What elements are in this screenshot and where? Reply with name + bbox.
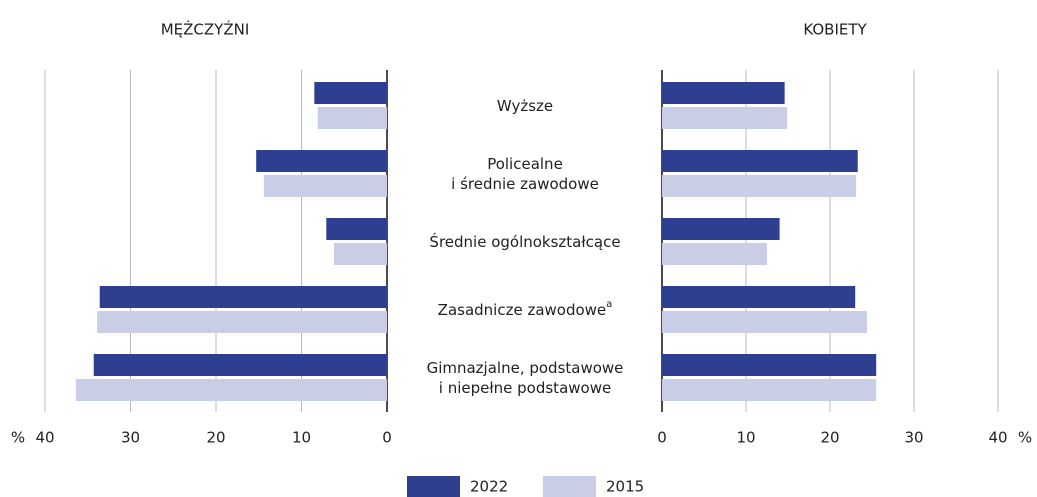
bar [75,379,387,401]
bar [662,175,857,197]
bar [314,82,387,104]
panel-title: KOBIETY [803,21,867,39]
x-tick-label: 10 [292,429,311,447]
category-line: i średnie zawodowe [451,175,599,193]
category-label: Zasadnicze zawodowea [438,299,613,319]
x-tick-label: 20 [206,429,225,447]
bar [662,243,767,265]
category-line: Średnie ogólnokształcące [429,232,620,251]
bar [317,107,387,129]
x-tick-label: 0 [657,429,667,447]
bar [662,150,858,172]
legend-label: 2022 [470,478,508,496]
category-line: Zasadnicze zawodowe [438,301,607,319]
category-label: Wyższe [497,97,553,115]
x-tick-label: 30 [121,429,140,447]
footnote-marker: a [606,299,612,310]
bar [263,175,387,197]
bar [333,243,387,265]
legend-swatch [407,476,460,497]
category-line: Gimnazjalne, podstawowe [427,359,624,377]
bar [662,354,877,376]
x-tick-label: 10 [736,429,755,447]
bar [662,311,867,333]
axis-unit: % [11,429,25,447]
bar [662,82,785,104]
bar [662,286,856,308]
bar [97,311,387,333]
legend-swatch [543,476,596,497]
x-tick-label: 20 [820,429,839,447]
legend-label: 2015 [606,478,644,496]
category-label: Policealne i średnie zawodowe [451,155,599,193]
category-line: Wyższe [497,97,553,115]
x-tick-label: 40 [35,429,54,447]
axis-unit: % [1018,429,1032,447]
bar [99,286,387,308]
bar [326,218,387,240]
category-label: Gimnazjalne, podstawowe i niepełne podsta… [427,359,624,397]
bar [662,107,788,129]
x-tick-label: 40 [988,429,1007,447]
bar [93,354,388,376]
x-tick-label: 0 [382,429,392,447]
bar [256,150,387,172]
category-line: i niepełne podstawowe [439,379,611,397]
category-line: Policealne [487,155,563,173]
panel-title: MĘŻCZYŹNI [161,20,250,39]
category-label: Średnie ogólnokształcące [429,232,620,251]
bar [662,379,877,401]
bar [662,218,780,240]
x-tick-label: 30 [904,429,923,447]
